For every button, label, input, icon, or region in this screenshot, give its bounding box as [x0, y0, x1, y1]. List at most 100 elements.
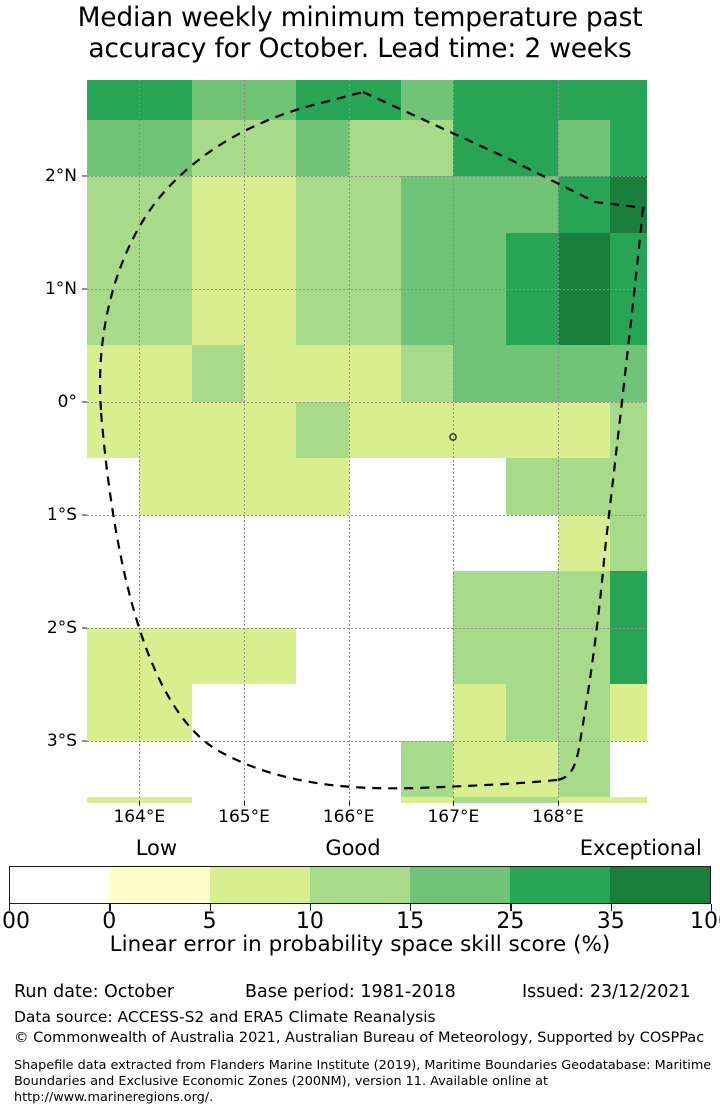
colorbar-tick-label: 10 [295, 909, 324, 934]
heatmap-cell [139, 345, 193, 403]
heatmap-cell [87, 176, 140, 234]
heatmap-cell [348, 458, 402, 516]
heatmap-cell [348, 176, 402, 234]
heatmap-cell [558, 514, 611, 572]
heatmap-cell [401, 458, 454, 516]
gridline-horizontal [87, 176, 647, 178]
heatmap-cell [348, 684, 402, 742]
heatmap-cell [139, 514, 193, 572]
heatmap-cell [505, 684, 559, 742]
colorbar [9, 866, 711, 904]
gridline-vertical [348, 80, 350, 803]
heatmap-cell [296, 571, 350, 629]
heatmap-cell [453, 119, 507, 177]
heatmap-cell [505, 401, 559, 460]
copyright-label: © Commonwealth of Australia 2021, Austra… [14, 1030, 705, 1046]
heatmap-cell [348, 797, 402, 803]
heatmap-cell [244, 571, 297, 629]
base-period-label: Base period: 1981-2018 [245, 982, 456, 1002]
heatmap-cell [348, 119, 402, 177]
heatmap-cell [296, 80, 350, 121]
heatmap-cell [453, 176, 507, 234]
gridline-vertical [139, 80, 141, 803]
gridline-vertical [244, 80, 245, 803]
colorbar-ticks: 100 0 5 10 15 25 35 100 [0, 904, 720, 934]
heatmap-cell [610, 740, 647, 798]
heatmap-cell [87, 288, 140, 347]
heatmap-cell [348, 514, 402, 572]
heatmap-cell [139, 458, 193, 516]
gridline-vertical [453, 80, 455, 803]
heatmap-cell [87, 80, 140, 121]
heatmap-cell [453, 740, 507, 798]
heatmap-cell [139, 232, 193, 290]
heatmap-cell [610, 232, 647, 290]
heatmap-cell [139, 119, 193, 177]
x-tick-mark [453, 801, 455, 806]
colorbar-segment [10, 867, 110, 903]
heatmap-cell [296, 458, 350, 516]
heatmap-cell [191, 232, 245, 290]
heatmap-cell [558, 80, 611, 121]
heatmap-cell [610, 119, 647, 177]
heatmap-cell [505, 740, 559, 798]
x-tick-label: 168°E [532, 807, 584, 827]
heatmap-cell [505, 176, 559, 234]
heatmap-cell [401, 401, 454, 460]
eez-path-south [99, 411, 558, 790]
heatmap-cell [191, 627, 245, 685]
heatmap-cell [505, 232, 559, 290]
heatmap-cell [401, 684, 454, 742]
run-date-label: Run date: October [14, 982, 175, 1002]
shapefile-attribution: Shapefile data extracted from Flanders M… [14, 1058, 712, 1105]
y-tick-mark [82, 514, 87, 516]
gridline-vertical [558, 80, 560, 803]
heatmap-cell [139, 740, 193, 798]
x-tick-mark [139, 801, 141, 806]
x-tick-label: 166°E [322, 807, 375, 827]
heatmap-cell [558, 684, 611, 742]
heatmap-cell [191, 458, 245, 516]
heatmap-cell [505, 119, 559, 177]
heatmap-cell [244, 458, 297, 516]
heatmap-cell [348, 80, 402, 121]
heatmap-cell [505, 627, 559, 685]
heatmap-cell [610, 458, 647, 516]
colorbar-tick-mark [610, 904, 612, 911]
colorbar-axis-label: Linear error in probability space skill … [109, 932, 611, 957]
colorbar-tick-label: 100 [0, 909, 30, 934]
heatmap-cell [87, 740, 140, 798]
heatmap-cell [401, 627, 454, 685]
eez-path-northwest [98, 90, 364, 411]
x-tick-label: 165°E [218, 807, 270, 827]
heatmap-cell [505, 80, 559, 121]
y-tick-mark [82, 401, 87, 403]
y-tick-label: 2°N [44, 166, 77, 187]
heatmap-cell [139, 288, 193, 347]
heatmap-cell [401, 797, 454, 803]
heatmap-cell [191, 345, 245, 403]
x-tick-label: 167°E [427, 807, 480, 827]
y-tick-mark [82, 288, 87, 290]
heatmap-cell [296, 514, 350, 572]
eez-path-east [556, 207, 645, 782]
colorbar-tick-label: 25 [496, 909, 525, 934]
heatmap-cell [139, 176, 193, 234]
y-tick-label: 3°S [46, 730, 77, 751]
heatmap-cell [558, 345, 611, 403]
heatmap-cell [244, 740, 297, 798]
heatmap-cell [505, 571, 559, 629]
colorbar-tick-mark [410, 904, 412, 911]
heatmap-cell [453, 627, 507, 685]
heatmap-cell [505, 797, 559, 803]
colorbar-tick-mark [9, 904, 11, 911]
heatmap-cell [453, 80, 507, 121]
issued-label: Issued: 23/12/2021 [522, 982, 691, 1002]
heatmap-cell [191, 401, 245, 460]
heatmap-cell [296, 627, 350, 685]
station-marker-icon [449, 433, 457, 441]
page-title: Median weekly minimum temperature past a… [77, 2, 643, 64]
footer: Run date: October Base period: 1981-2018… [0, 982, 720, 1105]
heatmap-cell [191, 684, 245, 742]
heatmap-cell [610, 345, 647, 403]
